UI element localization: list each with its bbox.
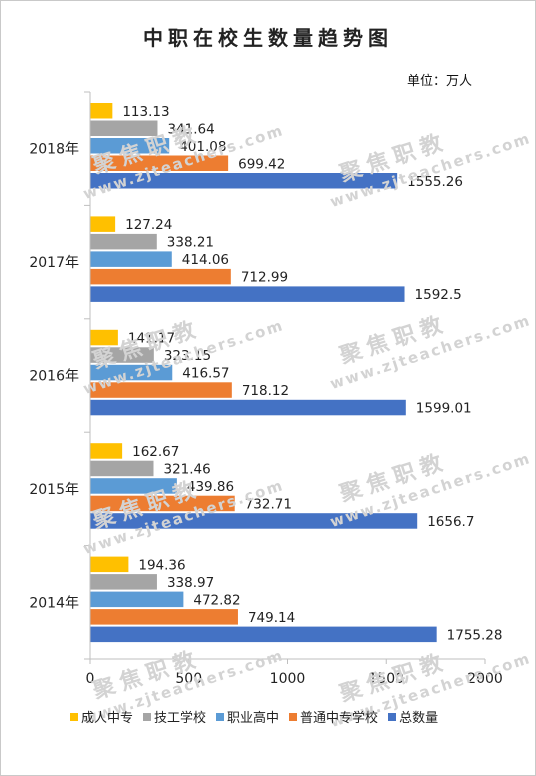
bar-成人中专	[90, 443, 123, 459]
data-label: 1599.01	[416, 401, 472, 417]
bar-普通中专学校	[90, 495, 235, 512]
bar-职业高中	[90, 364, 173, 381]
bar-技工学校	[90, 120, 158, 136]
data-label: 323.15	[164, 348, 211, 364]
legend-swatch	[143, 712, 152, 721]
bar-普通中专学校	[90, 155, 229, 171]
y-tick-label: 2017年	[29, 255, 79, 271]
data-label: 162.67	[132, 444, 179, 460]
data-label: 113.13	[122, 104, 169, 120]
bar-职业高中	[90, 478, 177, 494]
bar-成人中专	[90, 329, 118, 346]
x-tick-label: 1000	[270, 671, 306, 687]
legend-label: 普通中专学校	[300, 711, 379, 726]
bar-总数量	[90, 626, 437, 643]
legend-swatch	[388, 712, 397, 721]
unit-label: 单位：万人	[406, 74, 472, 89]
bar-总数量	[90, 399, 406, 416]
x-tick-label: 500	[175, 671, 202, 687]
legend-item: 技工学校	[143, 707, 206, 726]
x-tick-label: 2000	[467, 671, 503, 687]
data-label: 749.14	[248, 610, 295, 626]
y-tick-label: 2018年	[29, 142, 79, 158]
bar-普通中专学校	[90, 382, 232, 398]
bar-职业高中	[90, 591, 184, 608]
data-label: 1755.28	[447, 627, 503, 643]
chart-title: 中职在校生数量趋势图	[143, 26, 393, 50]
data-label: 1656.7	[427, 514, 474, 530]
data-label: 338.97	[167, 575, 214, 591]
bar-普通中专学校	[90, 268, 231, 285]
legend-label: 职业高中	[227, 711, 280, 726]
bar-技工学校	[90, 460, 154, 477]
legend-swatch	[289, 712, 298, 721]
data-label: 401.08	[179, 139, 226, 155]
bar-总数量	[90, 513, 418, 529]
bar-成人中专	[90, 556, 129, 573]
x-tick-label: 1500	[368, 671, 404, 687]
y-tick-label: 2016年	[29, 369, 79, 385]
chart-legend: 成人中专 技工学校 职业高中 普通中专学校 总数量	[70, 707, 438, 726]
legend-swatch	[216, 712, 225, 721]
data-label: 414.06	[182, 252, 229, 268]
bar-技工学校	[90, 233, 157, 250]
bar-技工学校	[90, 574, 157, 590]
data-label: 712.99	[241, 270, 288, 286]
y-tick-label: 2015年	[29, 482, 79, 498]
data-label: 416.57	[182, 366, 229, 382]
x-tick-label: 0	[86, 671, 95, 687]
bar-成人中专	[90, 103, 113, 119]
data-label: 699.42	[238, 156, 285, 172]
legend-item: 普通中专学校	[289, 707, 378, 726]
legend-item: 职业高中	[216, 707, 279, 726]
data-label: 732.71	[245, 496, 292, 512]
legend-swatch	[70, 712, 78, 721]
data-label: 321.46	[163, 461, 210, 477]
data-label: 194.36	[138, 557, 185, 573]
data-label: 472.82	[193, 592, 240, 608]
bar-总数量	[90, 173, 398, 189]
data-label: 127.24	[125, 217, 172, 233]
data-label: 141.17	[128, 331, 175, 347]
legend-item: 总数量	[388, 707, 438, 726]
legend-label: 技工学校	[154, 711, 207, 726]
data-label: 439.86	[187, 479, 234, 495]
bar-技工学校	[90, 347, 154, 363]
data-label: 1555.26	[407, 174, 463, 190]
bar-成人中专	[90, 216, 116, 232]
bar-职业高中	[90, 138, 170, 154]
data-label: 1592.5	[415, 287, 462, 303]
legend-item: 成人中专	[70, 707, 133, 726]
legend-label: 成人中专	[81, 711, 134, 726]
legend-label: 总数量	[399, 711, 439, 726]
data-label: 341.64	[167, 121, 214, 137]
y-tick-label: 2014年	[29, 595, 79, 611]
data-label: 718.12	[242, 383, 289, 399]
data-label: 338.21	[167, 235, 214, 251]
bar-普通中专学校	[90, 609, 238, 625]
bar-职业高中	[90, 251, 172, 267]
bar-总数量	[90, 286, 405, 302]
